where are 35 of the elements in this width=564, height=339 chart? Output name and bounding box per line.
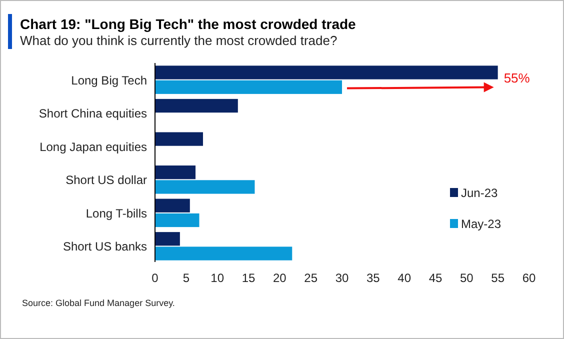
bar	[155, 246, 292, 260]
x-tick-label: 40	[398, 271, 412, 285]
y-tick-label: Long Big Tech	[71, 73, 147, 88]
chart-subtitle: What do you think is currently the most crowded trade?	[20, 33, 338, 48]
x-tick-label: 15	[242, 271, 256, 285]
x-tick-label: 30	[335, 271, 349, 285]
annotation: 55%	[504, 70, 530, 86]
source-note: Source: Global Fund Manager Survey.	[22, 298, 175, 308]
y-tick-label: Long T-bills	[86, 206, 147, 220]
bar	[155, 198, 190, 212]
x-tick-label: 35	[366, 271, 380, 285]
x-tick-label: 45	[428, 271, 442, 285]
x-tick-label: 10	[210, 271, 224, 285]
x-tick-label: 0	[152, 271, 159, 285]
bar	[155, 232, 180, 246]
x-tick-label: 55	[491, 271, 505, 285]
x-tick-label: 20	[272, 271, 287, 285]
y-tick-label: Short China equities	[38, 106, 147, 121]
x-tick-label: 60	[522, 271, 536, 285]
y-tick-label: Short US banks	[62, 240, 147, 254]
chart-title: Chart 19: "Long Big Tech" the most crowded trade	[20, 16, 356, 32]
bar	[155, 80, 342, 94]
x-tick-label: 50	[460, 271, 474, 285]
bar	[155, 180, 255, 194]
y-tick-label: Short US dollar	[66, 173, 147, 188]
legend-label: Jun-23	[461, 186, 498, 200]
y-tick-label: Long Japan equities	[40, 140, 147, 154]
bar	[155, 165, 196, 180]
bar	[155, 98, 238, 113]
bar	[155, 213, 200, 228]
bar	[155, 132, 203, 146]
legend-label: May-23	[461, 217, 502, 231]
x-tick-label: 5	[182, 271, 190, 285]
x-tick-label: 25	[304, 271, 318, 285]
bar	[155, 66, 498, 80]
